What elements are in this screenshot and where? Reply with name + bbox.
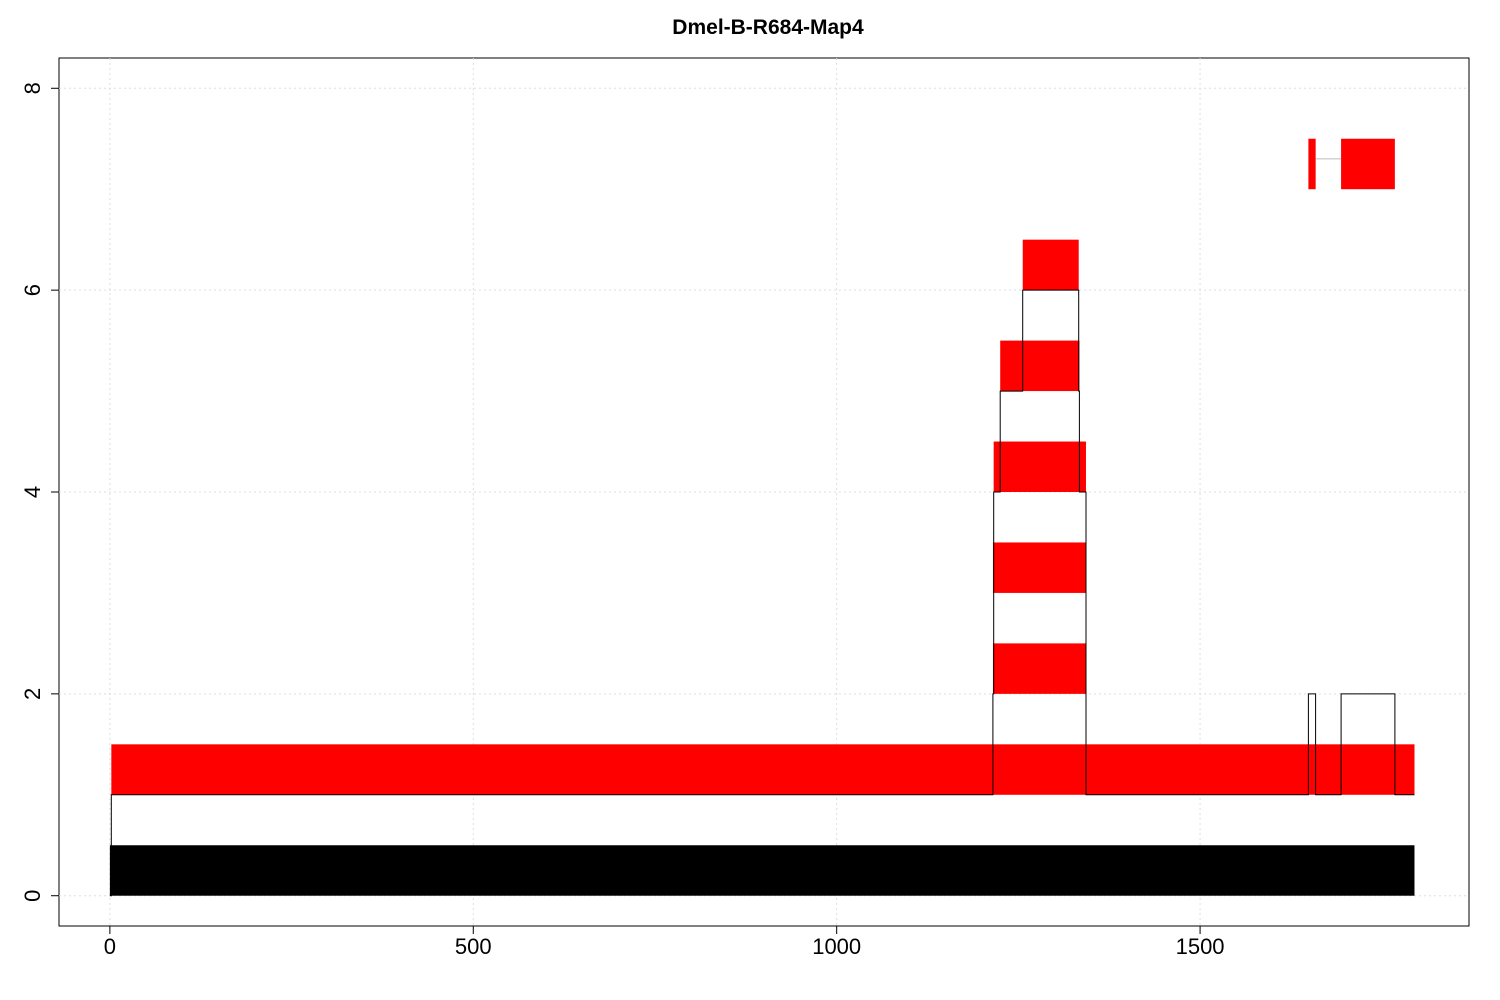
reference-bar [109, 845, 1415, 896]
feature-bar [1022, 239, 1079, 291]
feature-bar [1000, 340, 1080, 392]
axes: 0 500 1000 1500 0 2 4 6 8 [20, 82, 1225, 959]
x-tick-label: 1500 [1176, 934, 1225, 959]
feature-bar [992, 643, 1086, 694]
x-tick-label: 1000 [812, 934, 861, 959]
y-tick-label: 0 [20, 890, 45, 902]
feature-bar [1308, 138, 1316, 190]
coverage-line [109, 289, 1415, 897]
coverage-lines [109, 158, 1415, 897]
feature-bar [992, 542, 1086, 593]
feature-bar [1341, 138, 1395, 190]
chart-title: Dmel-B-R684-Map4 [672, 16, 864, 39]
y-tick-label: 2 [20, 688, 45, 700]
y-tick-label: 6 [20, 284, 45, 296]
feature-bar [993, 441, 1086, 492]
feature-bars [109, 138, 1415, 896]
x-tick-label: 500 [455, 934, 492, 959]
y-tick-label: 4 [20, 486, 45, 498]
feature-bar [111, 744, 1415, 795]
grid-lines [59, 58, 1469, 926]
x-tick-label: 0 [104, 934, 116, 959]
y-tick-label: 8 [20, 82, 45, 94]
